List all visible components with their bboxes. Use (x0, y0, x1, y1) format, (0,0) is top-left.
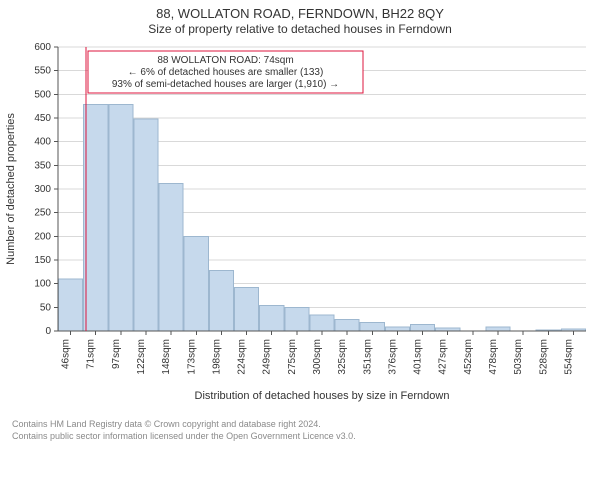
attribution-footer: Contains HM Land Registry data © Crown c… (0, 417, 600, 442)
histogram-bar (360, 323, 384, 332)
histogram-bar (310, 315, 334, 331)
y-tick-label: 500 (34, 90, 51, 101)
histogram-bar (385, 327, 409, 331)
y-tick-label: 300 (34, 184, 51, 195)
x-tick-label: 173sqm (186, 339, 197, 375)
histogram-bar (411, 325, 435, 332)
histogram-bar (134, 119, 158, 331)
x-tick-label: 376sqm (387, 339, 398, 375)
x-tick-label: 46sqm (61, 339, 72, 369)
x-tick-label: 198sqm (211, 339, 222, 375)
histogram-bar (209, 271, 233, 332)
histogram-bar (335, 320, 359, 331)
y-tick-label: 100 (34, 279, 51, 290)
x-tick-label: 148sqm (161, 339, 172, 375)
y-tick-label: 0 (45, 326, 51, 337)
y-tick-label: 550 (34, 66, 51, 77)
x-tick-label: 325sqm (337, 339, 348, 375)
histogram-bar (84, 105, 108, 331)
chart-header: 88, WOLLATON ROAD, FERNDOWN, BH22 8QY Si… (0, 0, 600, 37)
callout-line: ← 6% of detached houses are smaller (133… (128, 67, 324, 78)
x-tick-label: 275sqm (287, 339, 298, 375)
x-tick-label: 224sqm (237, 339, 248, 375)
address-line: 88, WOLLATON ROAD, FERNDOWN, BH22 8QY (0, 6, 600, 22)
x-tick-label: 249sqm (262, 339, 273, 375)
histogram-bar (184, 237, 208, 332)
callout-line: 93% of semi-detached houses are larger (… (112, 79, 339, 90)
y-tick-label: 400 (34, 137, 51, 148)
x-tick-label: 122sqm (136, 339, 147, 375)
histogram-bar (159, 184, 183, 332)
y-tick-label: 600 (34, 42, 51, 53)
histogram-bar (59, 279, 83, 331)
x-tick-label: 452sqm (463, 339, 474, 375)
histogram-bar (109, 105, 133, 331)
histogram-bar (285, 308, 309, 332)
histogram-bar (486, 327, 510, 331)
subtitle-line: Size of property relative to detached ho… (0, 22, 600, 37)
x-tick-label: 300sqm (312, 339, 323, 375)
x-tick-label: 478sqm (488, 339, 499, 375)
x-tick-label: 554sqm (563, 339, 574, 375)
histogram-chart: 0 50 100 150 200 250 300 350 400 450 500 550 600 46sq… (0, 37, 600, 417)
x-tick-label: 528sqm (538, 339, 549, 375)
y-tick-label: 450 (34, 113, 51, 124)
x-tick-label: 401sqm (413, 339, 424, 375)
histogram-bar (260, 306, 284, 332)
y-tick-label: 200 (34, 232, 51, 243)
x-tick-label: 503sqm (513, 339, 524, 375)
footer-line-2: Contains public sector information licen… (12, 431, 588, 442)
y-tick-label: 50 (40, 303, 52, 314)
x-tick-label: 427sqm (438, 339, 449, 375)
callout-line: 88 WOLLATON ROAD: 74sqm (157, 55, 293, 66)
y-tick-label: 250 (34, 208, 51, 219)
y-tick-label: 150 (34, 255, 51, 266)
y-axis-title: Number of detached properties (5, 113, 17, 265)
x-axis-title: Distribution of detached houses by size … (195, 390, 450, 402)
histogram-bar (235, 288, 259, 332)
x-tick-label: 71sqm (86, 339, 97, 369)
y-tick-label: 350 (34, 161, 51, 172)
footer-line-1: Contains HM Land Registry data © Crown c… (12, 419, 588, 430)
x-tick-label: 351sqm (362, 339, 373, 375)
x-tick-label: 97sqm (111, 339, 122, 369)
